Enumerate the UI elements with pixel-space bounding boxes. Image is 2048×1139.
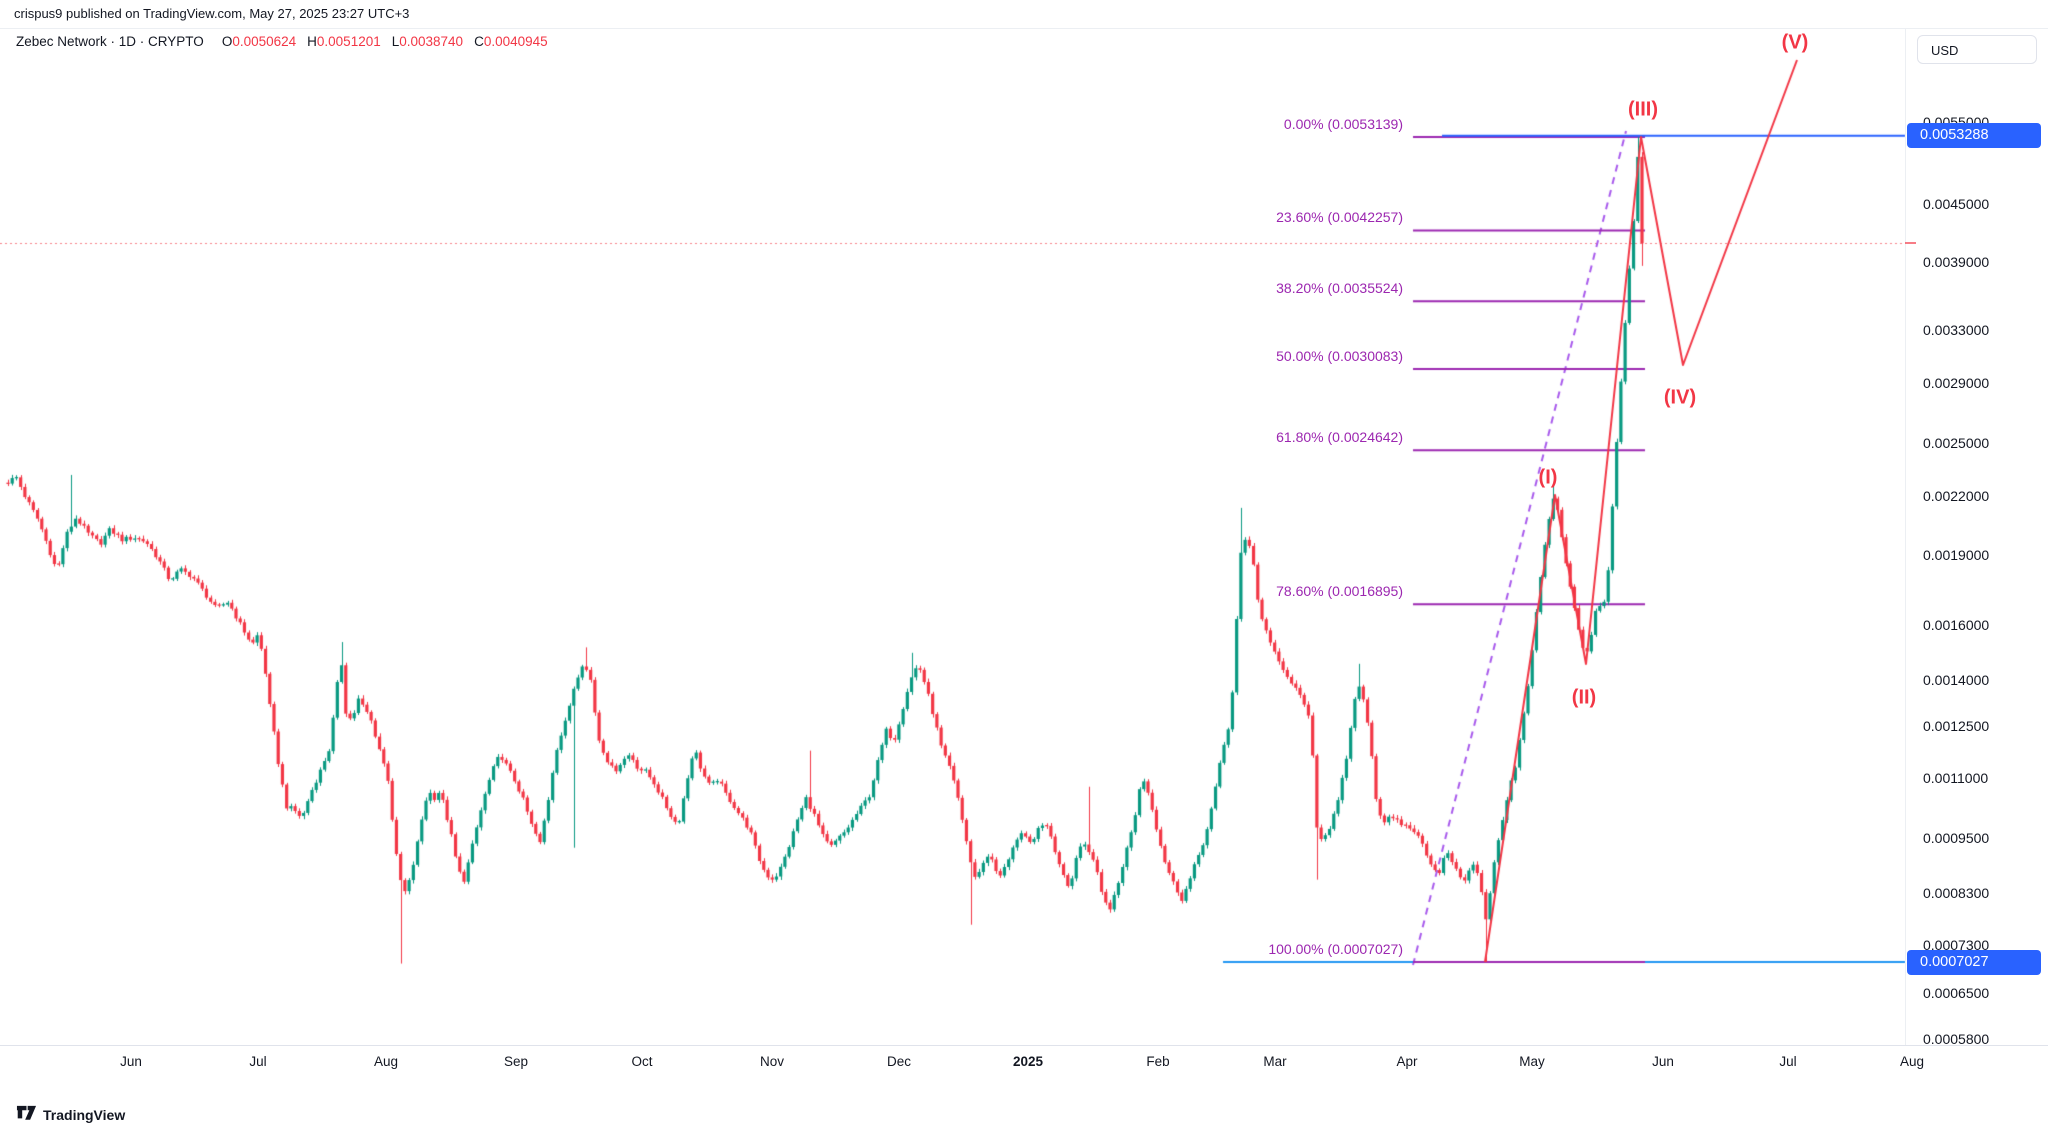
time-axis[interactable]: Jun Jul Aug Sep Oct Nov Dec 2025 Feb Mar Apr May Jun…	[0, 1046, 1928, 1082]
fib-level-label: 100.00% (0.0007027)	[1268, 941, 1403, 957]
time-axis-label[interactable]: Mar	[1263, 1054, 1287, 1069]
time-axis-label[interactable]: May	[1519, 1054, 1545, 1069]
time-axis-label[interactable]: Jul	[1779, 1054, 1797, 1069]
price-axis-tick[interactable]: 0.0014000	[1923, 671, 1990, 688]
last-price-axis-tick	[1905, 242, 1916, 245]
ohlc-low: L 0.0038740	[392, 34, 463, 49]
fib-level-label: 23.60% (0.0042257)	[1276, 209, 1403, 226]
time-axis-label[interactable]: Jul	[249, 1054, 267, 1069]
tradingview-watermark[interactable]: TradingView	[16, 1104, 125, 1125]
wave-label-II: (II)	[1571, 686, 1597, 709]
time-axis-label[interactable]: Nov	[759, 1054, 785, 1069]
high-value: 0.0051201	[316, 33, 381, 49]
wave-label-IV: (IV)	[1663, 386, 1697, 409]
price-axis-tick[interactable]: 0.0007300	[1923, 937, 1990, 954]
fib-level-label: 38.20% (0.0035524)	[1276, 280, 1403, 297]
time-axis-label[interactable]: Aug	[1899, 1054, 1925, 1069]
price-tag-high: 0.0053288	[1907, 123, 2041, 149]
low-label: L	[391, 33, 400, 49]
currency-toggle-button[interactable]: USD	[1917, 35, 2037, 64]
fib-level-label: 78.60% (0.0016895)	[1276, 583, 1403, 600]
wave-label-III: (III)	[1628, 98, 1658, 121]
tradingview-logo-icon	[16, 1105, 37, 1120]
time-axis-label[interactable]: Apr	[1396, 1054, 1418, 1069]
time-axis-label[interactable]: Feb	[1146, 1054, 1170, 1069]
time-axis-label[interactable]: Aug	[373, 1054, 399, 1069]
time-axis-label[interactable]: 2025	[1012, 1054, 1044, 1069]
price-tag-low: 0.0007027	[1907, 949, 2041, 975]
price-axis-tick[interactable]: 0.0033000	[1923, 322, 1990, 339]
price-axis-tick[interactable]: 0.0012500	[1923, 718, 1990, 735]
time-axis-label[interactable]: Jun	[120, 1054, 142, 1069]
price-axis-tick[interactable]: 0.0009500	[1923, 830, 1990, 847]
close-value: 0.0040945	[483, 33, 548, 49]
watermark-text: TradingView	[43, 1106, 126, 1123]
price-axis-tick[interactable]: 0.0006500	[1923, 984, 1990, 1001]
high-label: H	[307, 33, 317, 49]
open-label: O	[221, 33, 233, 49]
price-axis-tick[interactable]: 0.0019000	[1923, 547, 1990, 564]
time-axis-border	[0, 1045, 2048, 1046]
time-axis-label[interactable]: Dec	[886, 1054, 912, 1069]
time-axis-label[interactable]: Oct	[631, 1054, 653, 1069]
price-axis-tick[interactable]: 0.0022000	[1923, 487, 1990, 504]
price-axis-tick[interactable]: 0.0008300	[1923, 885, 1990, 902]
symbol-title[interactable]: Zebec Network · 1D · CRYPTO	[16, 33, 204, 49]
low-value: 0.0038740	[399, 33, 464, 49]
ohlc-close: C 0.0040945	[474, 34, 548, 49]
time-axis-label[interactable]: Sep	[503, 1054, 529, 1069]
close-label: C	[474, 33, 484, 49]
price-axis-tick[interactable]: 0.0039000	[1923, 254, 1990, 271]
header-divider	[0, 28, 2048, 29]
price-axis-tick[interactable]: 0.0045000	[1923, 195, 1990, 212]
price-axis-tick[interactable]: 0.0005800	[1923, 1031, 1990, 1048]
ohlc-high: H 0.0051201	[307, 34, 381, 49]
price-axis-border	[1905, 28, 1906, 1045]
price-axis-tick[interactable]: 0.0029000	[1923, 374, 1990, 391]
price-axis-tick[interactable]: 0.0025000	[1923, 435, 1990, 452]
fib-level-label: 61.80% (0.0024642)	[1276, 429, 1403, 446]
price-axis-tick[interactable]: 0.0016000	[1923, 617, 1990, 634]
time-axis-label[interactable]: Jun	[1652, 1054, 1674, 1069]
fib-level-label: 50.00% (0.0030083)	[1276, 348, 1403, 364]
publish-line: crispus9 published on TradingView.com, M…	[14, 6, 410, 21]
wave-label-V: (V)	[1781, 31, 1809, 54]
symbol-row[interactable]: Zebec Network · 1D · CRYPTO O 0.0050624 H…	[16, 31, 559, 51]
price-axis-tick[interactable]: 0.0011000	[1923, 770, 1989, 787]
wave-label-I: (I)	[1538, 466, 1558, 489]
fib-level-label: 0.00% (0.0053139)	[1283, 116, 1403, 132]
ohlc-open: O 0.0050624	[222, 34, 296, 49]
open-value: 0.0050624	[232, 33, 297, 49]
